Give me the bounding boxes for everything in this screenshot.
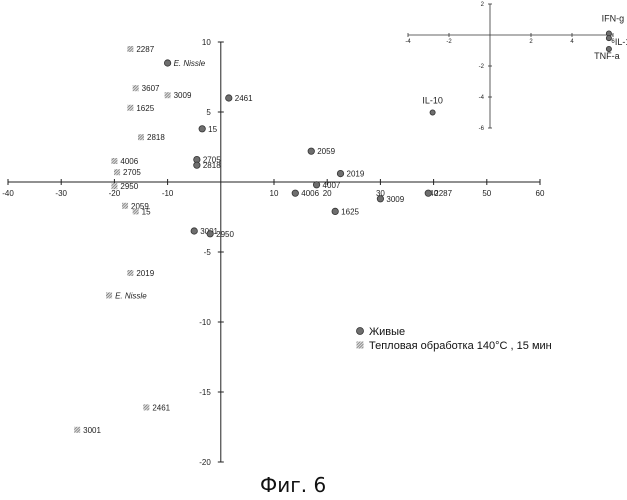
x-tick-label: -20 (109, 189, 121, 198)
y-tick-label: 5 (206, 108, 211, 117)
x-tick-label: -10 (162, 189, 174, 198)
point-label: 2287 (434, 189, 452, 198)
point-live (332, 208, 338, 214)
legend: Живые Тепловая обработка 140°C , 15 мин (357, 326, 552, 352)
point-heat-treated (127, 105, 133, 111)
y-tick-label: -5 (204, 248, 212, 257)
point-heat-treated (127, 46, 133, 52)
point-label: 2019 (347, 170, 365, 179)
point-live (292, 190, 298, 196)
point-heat-treated (165, 92, 171, 98)
point-label: 2461 (235, 94, 253, 103)
y-tick-label: -20 (199, 458, 211, 467)
point-label: 3607 (142, 84, 160, 93)
point-label: 2818 (147, 133, 165, 142)
x-tick-label: 10 (270, 189, 279, 198)
point-heat-treated (74, 427, 80, 433)
legend-label-live: Живые (369, 326, 405, 338)
point-label: 2950 (216, 230, 234, 239)
point-live (377, 196, 383, 202)
point-label: 4006 (301, 189, 319, 198)
point-label: 2019 (136, 269, 154, 278)
point-label: 1625 (341, 207, 359, 216)
point-live (191, 228, 197, 234)
figure-caption: Фиг. 6 (260, 473, 326, 497)
point-label: 2287 (136, 45, 154, 54)
point-label: 4006 (120, 157, 138, 166)
figure-canvas: -40-30-20-10102030405060105-5-10-15-20E.… (0, 0, 627, 500)
point-heat-treated (133, 208, 139, 214)
point-heat-treated (114, 169, 120, 175)
point-live (194, 162, 200, 168)
point-label: 3009 (174, 91, 192, 100)
main-scatter-plot: -40-30-20-10102030405060105-5-10-15-20E.… (2, 38, 545, 467)
point-live (425, 190, 431, 196)
inset-y-tick-label: -2 (479, 64, 485, 70)
point-live (308, 148, 314, 154)
inset-point (430, 110, 435, 115)
point-label: E. Nissle (174, 59, 206, 68)
point-heat-treated (111, 158, 117, 164)
legend-marker-live (357, 328, 364, 335)
point-live (337, 170, 343, 176)
inset-point (606, 36, 611, 41)
inset-x-tick-label: 4 (570, 39, 574, 45)
legend-label-heat: Тепловая обработка 140°C , 15 мин (369, 340, 552, 352)
inset-point-label: IL-10 (422, 96, 443, 106)
point-live (313, 182, 319, 188)
point-label: 2461 (152, 403, 170, 412)
point-label: 2705 (123, 168, 141, 177)
point-heat-treated (122, 203, 128, 209)
point-label: 2818 (203, 161, 221, 170)
inset-y-tick-label: 2 (481, 2, 485, 8)
x-tick-label: -40 (2, 189, 14, 198)
point-label: 3001 (83, 426, 101, 435)
point-label: 4007 (323, 181, 341, 190)
inset-loadings-plot: -4-22462-2-4-6IFN-gIL-12p40TNF-aIL-10 (405, 2, 627, 132)
x-tick-label: -30 (55, 189, 67, 198)
x-tick-label: 50 (482, 189, 491, 198)
inset-x-tick-label: 2 (529, 39, 533, 45)
inset-y-tick-label: -6 (479, 126, 485, 132)
inset-y-tick-label: -4 (479, 95, 485, 101)
point-label: 2950 (120, 182, 138, 191)
point-heat-treated (111, 183, 117, 189)
point-label: 15 (208, 125, 217, 134)
point-heat-treated (127, 270, 133, 276)
legend-marker-heat (357, 342, 364, 349)
inset-point-label: TNF-a (594, 51, 620, 61)
point-live (226, 95, 232, 101)
point-label: 2059 (317, 147, 335, 156)
point-heat-treated (143, 404, 149, 410)
point-label: E. Nissle (115, 291, 147, 300)
x-tick-label: 20 (323, 189, 332, 198)
inset-x-tick-label: -4 (405, 39, 411, 45)
inset-point-label: IFN-g (602, 13, 625, 23)
point-live (207, 231, 213, 237)
x-tick-label: 60 (536, 189, 545, 198)
point-heat-treated (106, 292, 112, 298)
point-live (199, 126, 205, 132)
point-label: 3009 (386, 195, 404, 204)
point-heat-treated (138, 134, 144, 140)
point-label: 15 (142, 207, 151, 216)
point-label: 1625 (136, 104, 154, 113)
point-heat-treated (133, 85, 139, 91)
y-tick-label: 10 (202, 38, 211, 47)
inset-x-tick-label: -2 (446, 39, 452, 45)
inset-point-label: IL-12p40 (615, 37, 627, 47)
y-tick-label: -10 (199, 318, 211, 327)
y-tick-label: -15 (199, 388, 211, 397)
point-live (164, 60, 170, 66)
